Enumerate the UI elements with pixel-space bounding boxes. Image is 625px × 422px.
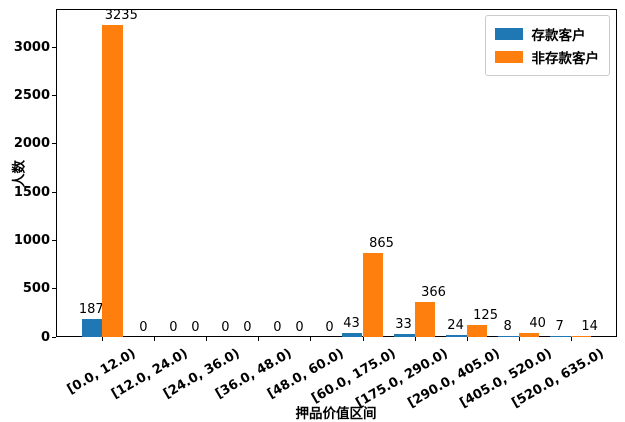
x-tick-label: [520.0, 635.0) — [509, 346, 607, 411]
y-tick-label: 500 — [22, 281, 50, 297]
deposit-series-label: 存款客户 — [531, 28, 586, 44]
legend-item-non-deposit: 非存款客户 — [494, 47, 600, 67]
legend-item-deposit: 存款客户 — [494, 24, 600, 44]
non-deposit-series-swatch — [494, 51, 523, 63]
bar-value-label: 0 — [325, 320, 334, 335]
bar-deposit — [549, 336, 571, 337]
y-axis-title: 人数 — [11, 160, 28, 187]
bar-value-label: 0 — [273, 320, 282, 335]
bar-deposit — [497, 336, 519, 337]
bar-non-deposit — [570, 335, 592, 337]
bar-value-label: 366 — [421, 284, 446, 300]
x-tick-mark — [518, 337, 520, 341]
x-tick-mark — [466, 337, 468, 341]
y-tick-label: 2000 — [13, 136, 50, 152]
bar-value-label: 0 — [139, 320, 148, 335]
y-tick-mark — [52, 95, 56, 97]
bar-value-label: 3235 — [104, 7, 138, 23]
x-tick-mark — [414, 337, 416, 341]
bar-non-deposit — [466, 324, 488, 337]
x-tick-label: [175.0, 290.0) — [353, 346, 451, 411]
non-deposit-series-label: 非存款客户 — [531, 51, 600, 67]
bar-value-label: 43 — [343, 315, 360, 331]
bar-value-label: 0 — [243, 320, 252, 335]
y-tick-label: 2500 — [13, 88, 50, 104]
bar-value-label: 187 — [78, 301, 104, 317]
y-tick-label: 1500 — [13, 184, 50, 200]
legend: 存款客户 非存款客户 — [484, 15, 610, 76]
x-axis-title: 押品价值区间 — [295, 406, 377, 422]
y-tick-mark — [52, 336, 56, 338]
x-tick-mark — [362, 337, 364, 341]
bar-value-label: 0 — [295, 320, 304, 335]
bar-non-deposit — [362, 253, 384, 337]
bar-value-label: 7 — [555, 319, 564, 335]
bar-value-label: 0 — [221, 320, 230, 335]
bar-non-deposit — [518, 333, 540, 337]
y-tick-mark — [52, 239, 56, 241]
x-tick-mark — [206, 337, 208, 341]
bar-deposit — [445, 334, 467, 337]
x-tick-label: [290.0, 405.0) — [405, 346, 503, 411]
y-tick-label: 1000 — [13, 232, 50, 248]
y-tick-mark — [52, 288, 56, 290]
y-tick-label: 3000 — [13, 39, 50, 55]
deposit-series-swatch — [494, 28, 523, 40]
x-tick-mark — [310, 337, 312, 341]
bar-value-label: 125 — [473, 307, 498, 323]
y-tick-mark — [52, 46, 56, 48]
bar-value-label: 14 — [581, 318, 598, 334]
bar-value-label: 33 — [395, 316, 412, 332]
y-tick-mark — [52, 191, 56, 193]
y-tick-label: 0 — [40, 329, 50, 345]
bar-deposit — [341, 332, 363, 337]
bar-value-label: 8 — [503, 319, 512, 335]
bar-deposit — [81, 318, 103, 337]
bar-non-deposit — [414, 301, 436, 337]
bar-value-label: 24 — [447, 317, 464, 333]
bar-non-deposit — [102, 24, 124, 337]
bar-deposit — [393, 333, 415, 337]
bar-value-label: 0 — [191, 320, 200, 335]
bar-value-label: 865 — [369, 236, 394, 252]
bar-value-label: 0 — [169, 320, 178, 335]
x-tick-mark — [258, 337, 260, 341]
x-tick-mark — [570, 337, 572, 341]
y-tick-mark — [52, 143, 56, 145]
x-tick-label: [405.0, 520.0) — [457, 346, 555, 411]
x-tick-mark — [154, 337, 156, 341]
x-tick-mark — [102, 337, 104, 341]
bar-value-label: 40 — [529, 316, 546, 332]
